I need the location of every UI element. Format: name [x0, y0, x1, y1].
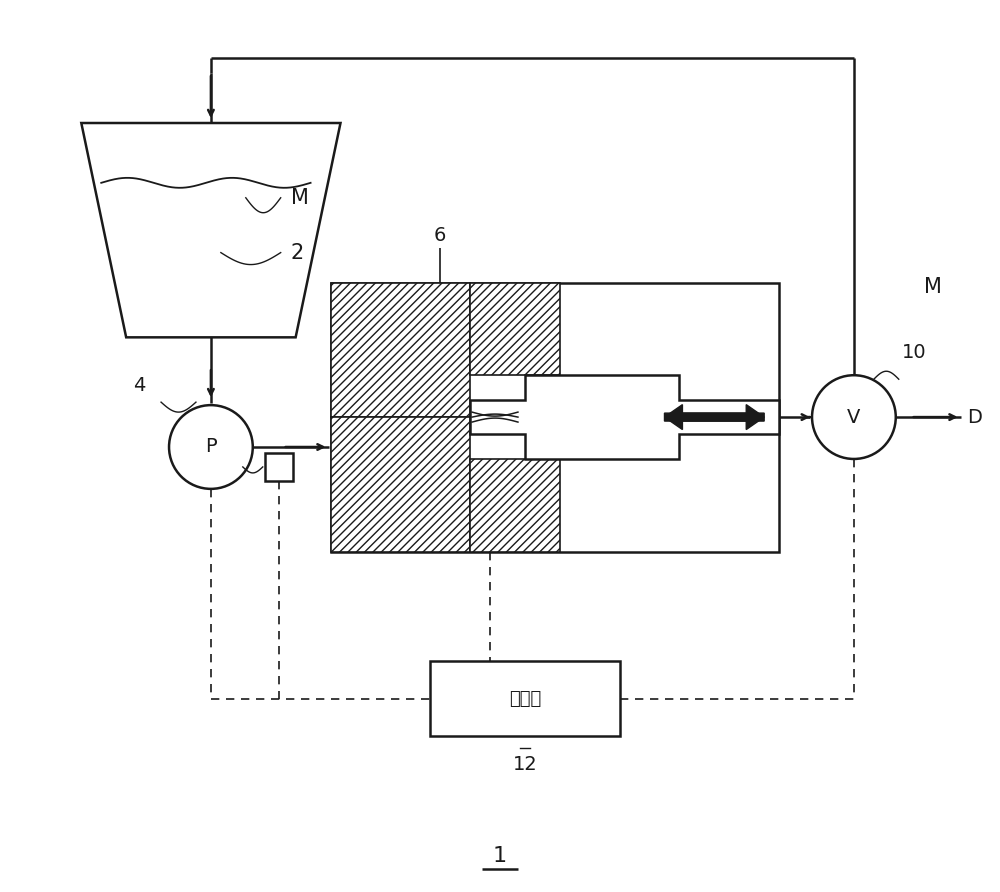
- Polygon shape: [331, 417, 470, 551]
- Text: 12: 12: [513, 755, 537, 773]
- Polygon shape: [81, 123, 340, 337]
- Text: M: M: [924, 277, 942, 298]
- Text: D: D: [968, 408, 982, 426]
- Text: 4: 4: [133, 376, 145, 394]
- Circle shape: [812, 376, 896, 459]
- Polygon shape: [470, 283, 560, 376]
- FancyArrow shape: [664, 405, 764, 430]
- Polygon shape: [331, 283, 470, 417]
- Bar: [331, 283, 779, 551]
- Text: V: V: [847, 408, 861, 426]
- Polygon shape: [470, 459, 560, 551]
- Text: 10: 10: [901, 343, 926, 362]
- Circle shape: [169, 405, 253, 489]
- Bar: [265, 453, 293, 481]
- Text: M: M: [291, 188, 309, 208]
- Bar: [430, 661, 620, 736]
- Text: 2: 2: [291, 243, 304, 262]
- FancyArrow shape: [664, 405, 764, 430]
- Text: P: P: [205, 437, 217, 457]
- Text: 控制部: 控制部: [509, 690, 541, 707]
- Text: 1: 1: [493, 846, 507, 866]
- Text: 6: 6: [434, 226, 446, 244]
- Polygon shape: [470, 376, 779, 459]
- Text: 8: 8: [221, 458, 233, 476]
